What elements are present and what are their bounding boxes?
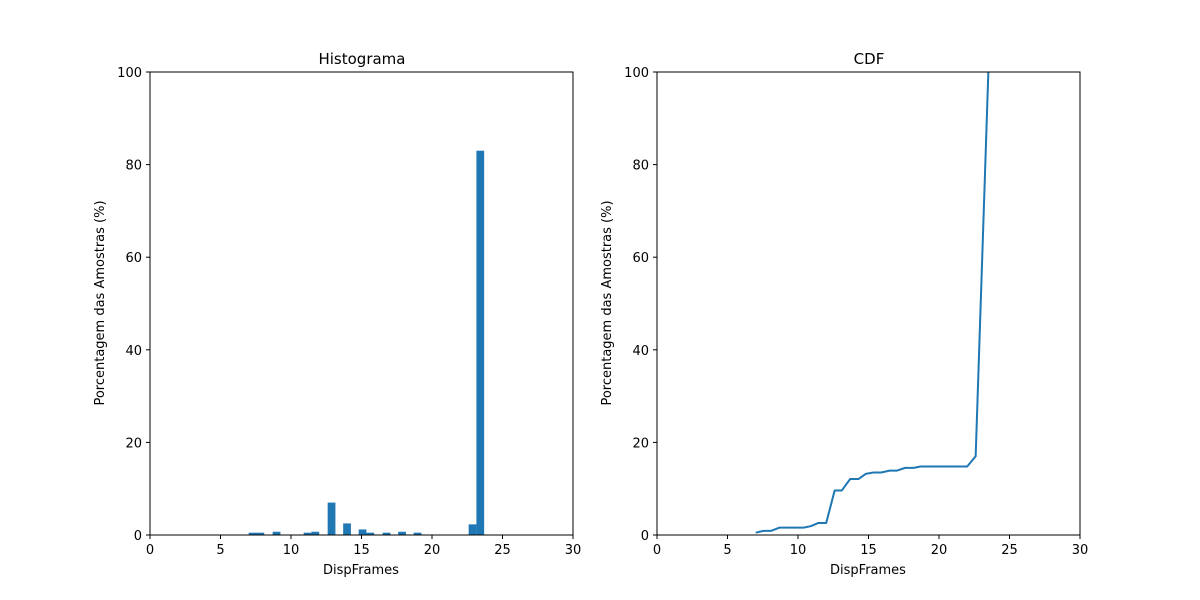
histogram-title: Histograma xyxy=(318,50,405,68)
histogram-y-tick-label: 0 xyxy=(134,529,142,544)
histogram-bar xyxy=(272,531,281,535)
histogram-x-tick-label: 25 xyxy=(494,543,511,558)
histogram-bar xyxy=(468,524,477,535)
histogram-x-tick-label: 10 xyxy=(283,543,300,558)
cdf-y-tick-label: 100 xyxy=(624,66,649,81)
histogram-bar xyxy=(303,532,312,535)
histogram-panel: Histograma 0 5 10 15 20 25 30 0 20 40 60 80 100 Dis… xyxy=(93,50,581,578)
histogram-bar xyxy=(476,150,485,535)
cdf-x-tick-label: 0 xyxy=(653,543,661,558)
cdf-x-tick-label: 15 xyxy=(860,543,877,558)
histogram-x-tick-label: 30 xyxy=(565,543,582,558)
cdf-y-tick-label: 80 xyxy=(632,159,649,174)
cdf-x-tick-label: 5 xyxy=(723,543,731,558)
histogram-x-tick-label: 0 xyxy=(146,543,154,558)
histogram-bar xyxy=(413,532,422,535)
histogram-bar xyxy=(256,532,265,535)
cdf-panel: CDF 0 5 10 15 20 25 30 0 20 40 60 80 100 DispFrames… xyxy=(600,50,1088,578)
histogram-x-tick-label: 5 xyxy=(216,543,224,558)
histogram-y-tick-label: 60 xyxy=(125,251,142,266)
cdf-y-ticks: 0 20 40 60 80 100 xyxy=(624,66,657,544)
cdf-title: CDF xyxy=(854,50,885,68)
histogram-y-ticks: 0 20 40 60 80 100 xyxy=(117,66,150,544)
histogram-x-label: DispFrames xyxy=(323,563,399,578)
histogram-x-tick-label: 15 xyxy=(353,543,370,558)
cdf-x-tick-label: 25 xyxy=(1001,543,1018,558)
cdf-y-tick-label: 0 xyxy=(641,529,649,544)
histogram-bar xyxy=(358,529,367,535)
cdf-x-tick-label: 20 xyxy=(931,543,948,558)
histogram-y-tick-label: 20 xyxy=(125,436,142,451)
cdf-x-tick-label: 30 xyxy=(1072,543,1089,558)
cdf-x-ticks: 0 5 10 15 20 25 30 xyxy=(653,535,1088,558)
histogram-y-tick-label: 80 xyxy=(125,159,142,174)
histogram-bars xyxy=(248,150,485,535)
histogram-y-tick-label: 100 xyxy=(117,66,142,81)
cdf-line xyxy=(755,71,990,534)
histogram-y-label: Porcentagem das Amostras (%) xyxy=(93,200,108,405)
histogram-bar xyxy=(366,532,375,535)
cdf-y-label: Porcentagem das Amostras (%) xyxy=(600,200,615,405)
cdf-y-tick-label: 20 xyxy=(632,436,649,451)
histogram-bar xyxy=(311,531,320,535)
cdf-x-label: DispFrames xyxy=(830,563,906,578)
histogram-bar xyxy=(382,532,391,535)
histogram-y-tick-label: 40 xyxy=(125,344,142,359)
histogram-x-ticks: 0 5 10 15 20 25 30 xyxy=(146,535,581,558)
cdf-x-tick-label: 10 xyxy=(790,543,807,558)
cdf-line-group xyxy=(755,71,990,534)
histogram-bar xyxy=(248,532,257,535)
histogram-bar xyxy=(343,523,351,535)
histogram-bar xyxy=(327,502,336,535)
histogram-bar xyxy=(398,531,406,535)
histogram-x-tick-label: 20 xyxy=(424,543,441,558)
cdf-y-tick-label: 60 xyxy=(632,251,649,266)
cdf-y-tick-label: 40 xyxy=(632,344,649,359)
